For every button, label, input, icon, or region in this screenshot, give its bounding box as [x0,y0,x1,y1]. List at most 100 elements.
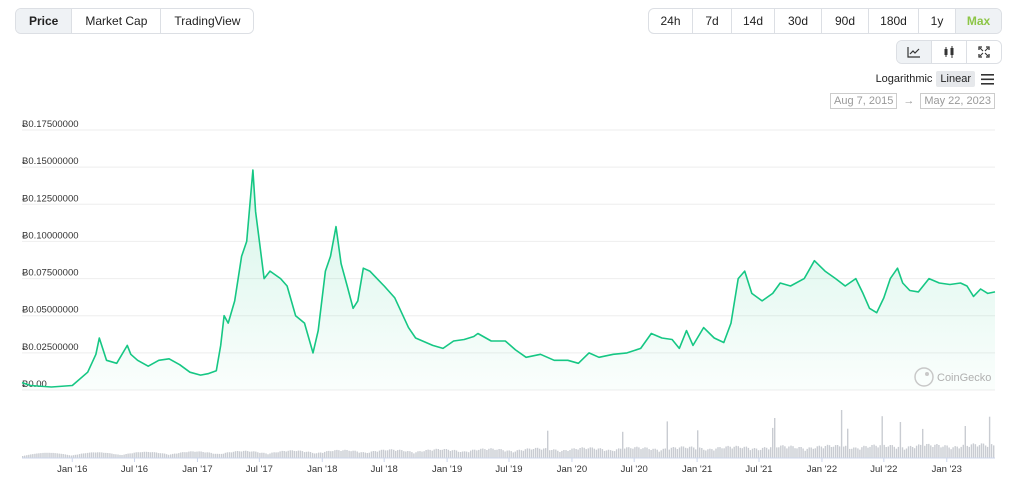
range-14d-button[interactable]: 14d [732,9,775,33]
candlestick-button[interactable] [932,41,967,63]
volume-bar [514,451,516,458]
volume-bar [599,448,602,458]
volume-bar [549,450,551,458]
price-area-fill [22,170,995,390]
volume-bar [417,451,419,458]
volume-bar [399,449,401,458]
volume-bar [58,453,60,458]
tab-tradingview[interactable]: TradingView [161,9,254,33]
volume-bar [113,454,115,458]
x-tick-label: Jan '20 [557,464,587,475]
date-from-input[interactable]: Aug 7, 2015 [830,93,898,109]
x-tick-label: Jul '20 [621,464,648,475]
range-max-button[interactable]: Max [956,9,1001,33]
volume-bar [405,451,407,458]
volume-bar [380,449,383,458]
volume-bar [147,452,150,458]
tab-price[interactable]: Price [16,9,73,33]
volume-bar [344,449,346,458]
volume-bar [334,450,336,458]
volume-bar [745,446,748,458]
volume-bar [889,445,891,458]
volume-bar [159,453,162,458]
volume-bar [336,449,338,458]
volume-bar [946,445,948,458]
volume-bar [794,448,796,458]
range-30d-button[interactable]: 30d [775,9,822,33]
x-tick-label: Jan '21 [682,464,712,475]
volume-bar [652,448,654,458]
volume-bar [218,453,220,458]
tab-market-cap[interactable]: Market Cap [72,9,162,33]
range-90d-button[interactable]: 90d [822,9,869,33]
volume-bar [22,456,24,458]
date-to-input[interactable]: May 22, 2023 [920,93,995,109]
range-7d-button[interactable]: 7d [693,9,732,33]
volume-bar [28,454,30,458]
volume-bar [901,447,904,458]
coingecko-logo-icon [914,367,934,387]
volume-bar [470,450,472,458]
volume-bar [413,453,415,458]
volume-bar [184,452,186,458]
volume-bar [812,448,814,458]
volume-bar [536,447,539,458]
volume-bar [875,445,877,458]
volume-bar [838,446,841,458]
volume-bar [253,451,255,458]
volume-bar [449,451,452,458]
volume-bar [238,451,241,458]
volume-bar [366,453,368,458]
volume-bar [488,448,490,458]
logarithmic-option[interactable]: Logarithmic [875,73,933,85]
volume-bar [857,448,859,458]
hamburger-menu-icon[interactable] [981,73,994,85]
scale-toggle: Logarithmic Linear [872,71,994,87]
volume-bar [301,451,304,458]
volume-bar [494,449,496,458]
volume-bar [774,418,776,458]
volume-bar [478,449,480,458]
volume-bar [52,452,54,458]
volume-bar [573,448,575,458]
volume-bar [642,448,644,458]
volume-bar [151,452,154,458]
volume-bar [822,448,825,458]
volume-bar [30,454,32,458]
volume-bar [474,449,476,458]
volume-bar [658,451,660,458]
fullscreen-button[interactable] [967,41,1001,63]
volume-bar [877,447,879,458]
volume-bar [715,448,717,458]
volume-bar [178,453,180,458]
x-tick-label: Jan '17 [182,464,212,475]
volume-bar [356,451,358,458]
volume-bar [680,446,683,458]
linear-option[interactable]: Linear [936,71,975,87]
volume-bar [342,450,344,458]
volume-bar [502,450,504,458]
volume-bar [636,446,638,458]
range-1y-button[interactable]: 1y [919,9,956,33]
volume-bar [245,450,247,458]
volume-bar [265,453,267,458]
range-180d-button[interactable]: 180d [869,9,919,33]
volume-bar [664,448,666,458]
volume-bar [186,452,188,458]
volume-bar [721,448,723,458]
volume-bar [944,445,946,458]
volume-bar [688,446,691,458]
range-24h-button[interactable]: 24h [649,9,693,33]
volume-bar [24,455,26,458]
volume-bar [257,452,259,458]
volume-bar [555,449,557,458]
volume-bars [22,410,995,458]
volume-bar [210,452,212,458]
volume-bar [180,452,182,458]
volume-bar [198,451,200,458]
volume-bar [911,447,914,458]
volume-bar [646,447,648,458]
line-chart-button[interactable] [897,41,932,63]
volume-bar [613,451,616,458]
volume-bar [695,449,697,458]
